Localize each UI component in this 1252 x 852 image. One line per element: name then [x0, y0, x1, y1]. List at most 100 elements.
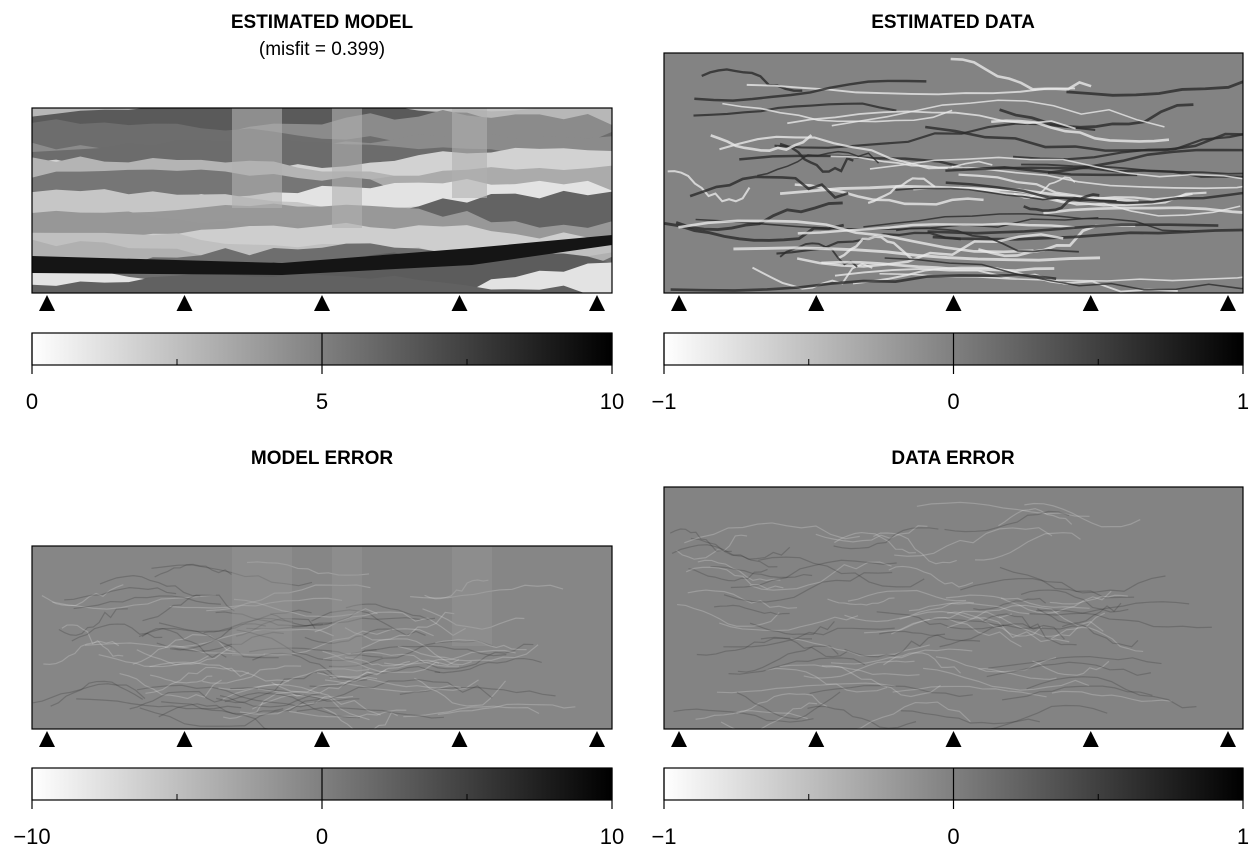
receiver-marker	[314, 295, 330, 311]
event	[939, 623, 1065, 648]
event	[923, 667, 1090, 691]
event	[249, 647, 383, 658]
event	[716, 682, 896, 694]
event	[151, 564, 313, 587]
event	[1050, 626, 1144, 653]
layer	[32, 272, 612, 293]
event	[58, 608, 128, 636]
event	[821, 260, 1055, 272]
image-bg	[664, 487, 1243, 729]
event	[844, 633, 946, 658]
event	[689, 175, 849, 199]
event	[913, 186, 1241, 217]
event	[688, 567, 768, 582]
event	[32, 683, 146, 704]
event	[830, 155, 993, 169]
event	[403, 705, 540, 718]
event	[1047, 148, 1243, 174]
event	[879, 630, 981, 642]
receiver-marker	[945, 731, 962, 747]
event	[304, 628, 393, 644]
event	[669, 528, 732, 553]
event	[749, 561, 892, 591]
event	[749, 620, 835, 635]
event	[746, 83, 1076, 96]
event	[314, 678, 493, 703]
event	[1029, 601, 1190, 616]
event	[136, 646, 231, 666]
event	[360, 638, 472, 666]
event	[701, 68, 803, 92]
event	[999, 566, 1166, 594]
event	[169, 597, 343, 609]
event	[779, 664, 920, 677]
event	[678, 219, 1034, 254]
event	[722, 102, 953, 123]
event	[951, 165, 1243, 190]
event	[397, 644, 539, 662]
event	[844, 601, 974, 623]
event	[684, 522, 860, 544]
event	[219, 693, 321, 708]
receiver-marker	[671, 295, 687, 311]
event	[677, 603, 780, 627]
receiver-marker	[176, 731, 193, 747]
event	[998, 612, 1106, 637]
event	[723, 571, 893, 603]
event	[136, 684, 316, 708]
image	[32, 546, 612, 729]
event	[314, 611, 466, 637]
event	[693, 102, 897, 117]
event	[695, 216, 1099, 231]
receiver-marker	[314, 731, 330, 747]
event	[790, 637, 930, 657]
colorbar-tick-label: 0	[26, 389, 38, 414]
event	[202, 665, 302, 684]
event	[170, 617, 293, 651]
event	[900, 710, 1040, 725]
event	[935, 656, 1057, 673]
event	[119, 672, 222, 700]
event	[61, 624, 124, 657]
event	[1024, 502, 1141, 528]
colorbar-tick-label: 0	[947, 389, 959, 414]
event	[239, 695, 354, 715]
event	[830, 648, 973, 665]
event	[50, 680, 144, 707]
event	[736, 693, 828, 715]
event	[908, 602, 1030, 615]
event	[884, 257, 1243, 291]
event	[1012, 133, 1243, 161]
panel-title: ESTIMATED DATA	[871, 12, 1035, 33]
event	[344, 611, 455, 641]
event	[322, 707, 398, 729]
event	[988, 655, 1162, 669]
event	[730, 559, 897, 589]
image	[664, 53, 1243, 293]
event	[142, 594, 235, 622]
event	[899, 610, 1070, 643]
event	[139, 698, 320, 727]
event	[960, 578, 1135, 599]
event	[76, 698, 242, 710]
receiver-marker	[808, 731, 825, 747]
event	[257, 676, 378, 694]
event	[1013, 176, 1076, 199]
event	[916, 501, 1090, 517]
receiver-marker	[39, 295, 55, 311]
event	[876, 611, 1005, 630]
event	[821, 665, 941, 698]
event	[891, 617, 1022, 648]
event	[158, 703, 271, 729]
event	[947, 604, 1104, 632]
receiver-marker	[451, 731, 468, 747]
event	[1036, 602, 1122, 624]
panel-title: ESTIMATED MODEL	[231, 12, 414, 33]
event	[71, 623, 163, 642]
event	[925, 125, 1243, 152]
event	[156, 631, 284, 652]
event	[998, 507, 1073, 527]
column	[332, 546, 362, 676]
receiver-marker	[808, 295, 825, 311]
event	[733, 246, 1101, 262]
